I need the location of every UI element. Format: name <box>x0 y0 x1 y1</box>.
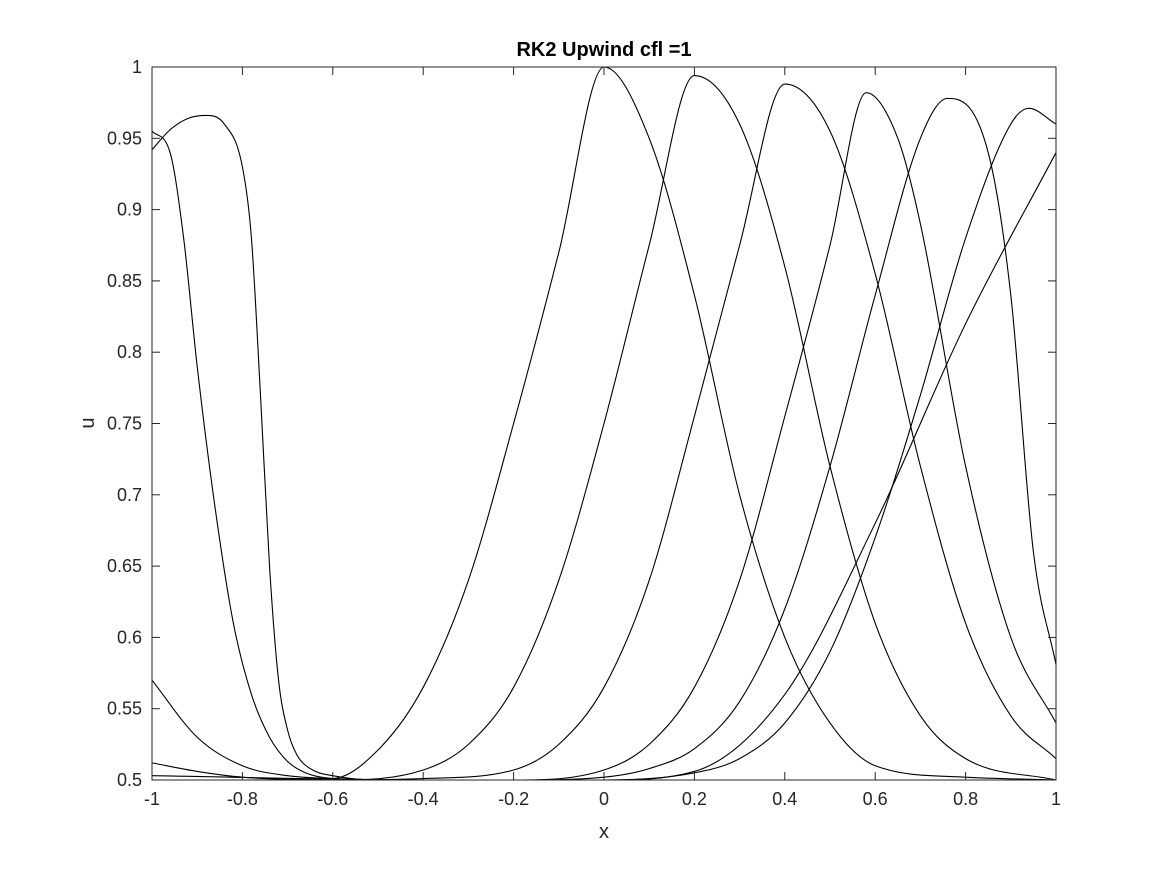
x-tick-label: 0.8 <box>953 789 978 809</box>
y-tick-label: 0.75 <box>107 414 142 434</box>
x-tick-label: 0 <box>599 789 609 809</box>
x-tick-label: 0.4 <box>772 789 797 809</box>
y-tick-label: 1 <box>132 57 142 77</box>
x-axis-label: x <box>599 821 609 843</box>
series-line-3 <box>152 83 1057 781</box>
y-tick-label: 0.55 <box>107 699 142 719</box>
y-tick-label: 0.7 <box>117 485 142 505</box>
x-tick-label: -0.6 <box>317 789 348 809</box>
x-tick-label: -0.8 <box>227 789 258 809</box>
x-tick-label: -0.4 <box>408 789 439 809</box>
y-tick-label: 0.5 <box>117 770 142 790</box>
series-line-6 <box>151 107 1057 781</box>
y-tick-label: 0.9 <box>117 200 142 220</box>
x-tick-label: -0.2 <box>498 789 529 809</box>
chart-title: RK2 Upwind cfl =1 <box>516 39 691 61</box>
y-axis-label: u <box>77 417 99 428</box>
x-tick-label: 1 <box>1051 789 1061 809</box>
y-tick-label: 0.85 <box>107 271 142 291</box>
x-tick-label: 0.6 <box>863 789 888 809</box>
y-tick-label: 0.95 <box>107 128 142 148</box>
y-tick-label: 0.65 <box>107 556 142 576</box>
y-tick-label: 0.8 <box>117 342 142 362</box>
series-line-2 <box>152 75 1057 781</box>
tick-layer: -1 -0.8 -0.6 -0.4 -0.2 0 0.2 0.4 0.6 0.8 1 0.5 0.55 0… <box>107 57 1061 809</box>
x-tick-label: 0.2 <box>682 789 707 809</box>
y-tick-label: 0.6 <box>117 627 142 647</box>
x-tick-label: -1 <box>144 789 160 809</box>
series-line-7 <box>151 130 1057 781</box>
